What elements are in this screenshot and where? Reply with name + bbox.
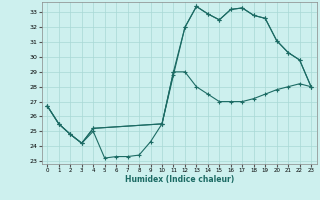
X-axis label: Humidex (Indice chaleur): Humidex (Indice chaleur) <box>124 175 234 184</box>
